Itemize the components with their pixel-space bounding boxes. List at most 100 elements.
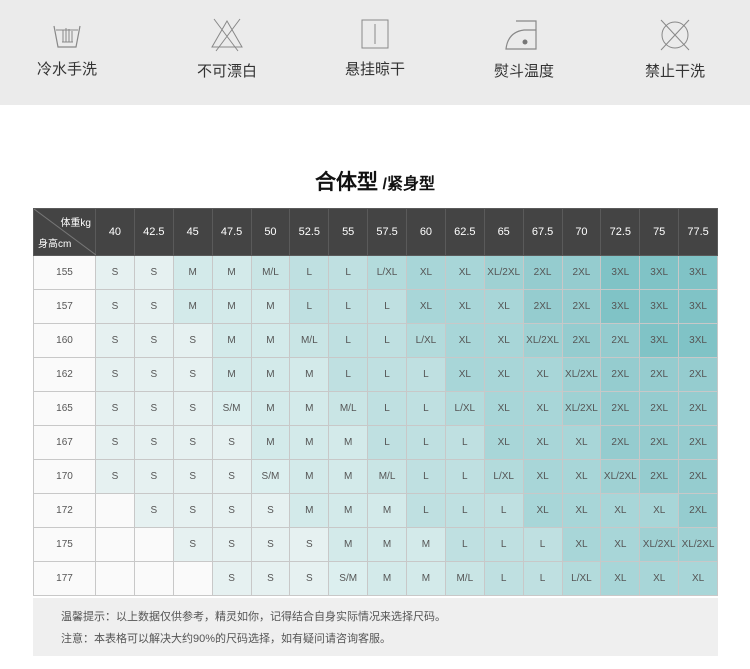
hand-wash-icon xyxy=(53,25,81,48)
size-cell: 3XL xyxy=(678,289,718,324)
size-cell: M xyxy=(289,459,330,494)
table-row: 177 S S S S/M M M M/L L L L/XL XL XL XL xyxy=(33,561,718,596)
tip-text: 温馨提示：以上数据仅供参考，精灵如你，记得结合自身实际情况来选择尺码。 xyxy=(61,611,446,623)
size-cell: 2XL xyxy=(639,425,680,460)
size-cell: XL xyxy=(678,561,718,596)
size-cell: M xyxy=(367,493,407,528)
size-cell: XL xyxy=(600,493,641,528)
size-cell: 3XL xyxy=(678,323,718,358)
size-cell: L xyxy=(483,527,524,562)
size-cell: 2XL xyxy=(561,255,602,290)
care-no-bleach: 不可漂白 xyxy=(167,18,287,81)
size-cell: L/XL xyxy=(406,323,446,358)
no-bleach-icon xyxy=(211,18,243,52)
size-cell: 2XL xyxy=(678,425,718,460)
size-cell: L xyxy=(289,255,330,290)
size-cell: 2XL xyxy=(600,323,641,358)
size-cell: XL xyxy=(639,561,680,596)
size-cell: L xyxy=(367,323,407,358)
hang-dry-icon xyxy=(361,19,389,49)
care-no-dry-clean: 禁止干洗 xyxy=(615,18,735,81)
size-cell: M xyxy=(250,323,291,358)
size-cell: XL xyxy=(561,527,602,562)
size-cell: XL xyxy=(483,323,524,358)
size-cell: XL xyxy=(522,493,563,528)
size-cell: L/XL xyxy=(561,561,602,596)
size-cell: S xyxy=(95,357,135,392)
size-cell: 2XL xyxy=(678,493,718,528)
size-cell: L xyxy=(367,289,407,324)
table-row: 157 S S M M M L L L XL XL XL 2XL 2XL 3XL 3XL 3XL xyxy=(33,289,718,324)
table-row: 155 S S M M M/L L L L/XL XL XL XL/2XL 2XL 2XL 3XL 3XL 3X… xyxy=(33,255,718,290)
size-cell: S xyxy=(133,425,174,460)
size-cell: S xyxy=(211,425,252,460)
size-cell: L xyxy=(522,527,563,562)
size-cell: 2XL xyxy=(678,391,718,426)
size-cell: S xyxy=(172,493,213,528)
care-label: 冷水手洗 xyxy=(36,61,97,78)
size-cell: M xyxy=(250,357,291,392)
size-cell: 2XL xyxy=(639,459,680,494)
size-cell: L/XL xyxy=(444,391,485,426)
weight-header: 77.5 xyxy=(678,208,718,256)
size-cell: L xyxy=(367,425,407,460)
size-cell xyxy=(95,527,135,562)
fit-type-title: 合体型 xyxy=(315,171,379,194)
weight-header: 50 xyxy=(250,208,291,256)
size-cell: M xyxy=(172,255,213,290)
weight-header: 40 xyxy=(95,208,135,256)
size-cell: L xyxy=(444,527,485,562)
size-cell: XL xyxy=(406,289,446,324)
care-hand-wash: 冷水手洗 xyxy=(7,18,127,79)
size-cell: M xyxy=(250,391,291,426)
size-cell: XL/2XL xyxy=(561,391,602,426)
weight-header: 52.5 xyxy=(289,208,330,256)
size-cell: XL xyxy=(522,357,563,392)
size-cell: S xyxy=(289,527,330,562)
size-cell: M xyxy=(328,493,369,528)
weight-header: 75 xyxy=(639,208,680,256)
care-hang-dry: 悬挂晾干 xyxy=(315,18,435,79)
size-cell: S xyxy=(211,561,252,596)
size-cell: S xyxy=(95,289,135,324)
size-cell: XL xyxy=(444,323,485,358)
size-cell: L/XL xyxy=(483,459,524,494)
weight-header: 42.5 xyxy=(133,208,174,256)
weight-header: 65 xyxy=(483,208,524,256)
size-cell: S xyxy=(172,459,213,494)
size-cell: L xyxy=(289,289,330,324)
size-cell: XL/2XL xyxy=(600,459,641,494)
size-chart-table: 体重kg 身高cm 40 42.5 45 47.5 50 52.5 55 57.5 60 62.5… xyxy=(33,208,718,596)
size-cell: S xyxy=(289,561,330,596)
table-row: 172 S S S S M M M L L L XL XL XL XL 2XL xyxy=(33,493,718,528)
tips-box: 温馨提示：以上数据仅供参考，精灵如你，记得结合自身实际情况来选择尺码。 注意：本… xyxy=(33,598,718,656)
fit-type-subtitle: /紧身型 xyxy=(382,176,435,193)
size-cell: L xyxy=(444,425,485,460)
size-cell: L xyxy=(406,391,446,426)
size-cell: 2XL xyxy=(600,357,641,392)
size-cell: M/L xyxy=(289,323,330,358)
size-cell: XL/2XL xyxy=(483,255,524,290)
size-cell: S xyxy=(95,425,135,460)
size-cell: L xyxy=(328,357,369,392)
size-cell: 2XL xyxy=(639,357,680,392)
size-cell: XL xyxy=(483,425,524,460)
care-label: 禁止干洗 xyxy=(644,63,705,80)
size-cell: XL xyxy=(600,561,641,596)
size-cell: XL xyxy=(561,425,602,460)
size-cell: S xyxy=(133,255,174,290)
size-cell xyxy=(133,527,174,562)
size-cell: XL xyxy=(406,255,446,290)
weight-header: 67.5 xyxy=(522,208,563,256)
size-cell: S xyxy=(172,527,213,562)
size-cell: M/L xyxy=(328,391,369,426)
size-cell: XL xyxy=(483,289,524,324)
size-cell: XL/2XL xyxy=(639,527,680,562)
size-cell: 3XL xyxy=(678,255,718,290)
size-cell: S xyxy=(133,493,174,528)
size-cell: XL xyxy=(444,357,485,392)
table-row: 162 S S S M M M L L L XL XL XL XL/2XL 2XL 2XL 2XL xyxy=(33,357,718,392)
size-cell: 2XL xyxy=(678,357,718,392)
size-cell: S xyxy=(211,527,252,562)
table-row: 165 S S S S/M M M M/L L L L/XL XL XL XL/2XL 2XL 2XL 2XL xyxy=(33,391,718,426)
